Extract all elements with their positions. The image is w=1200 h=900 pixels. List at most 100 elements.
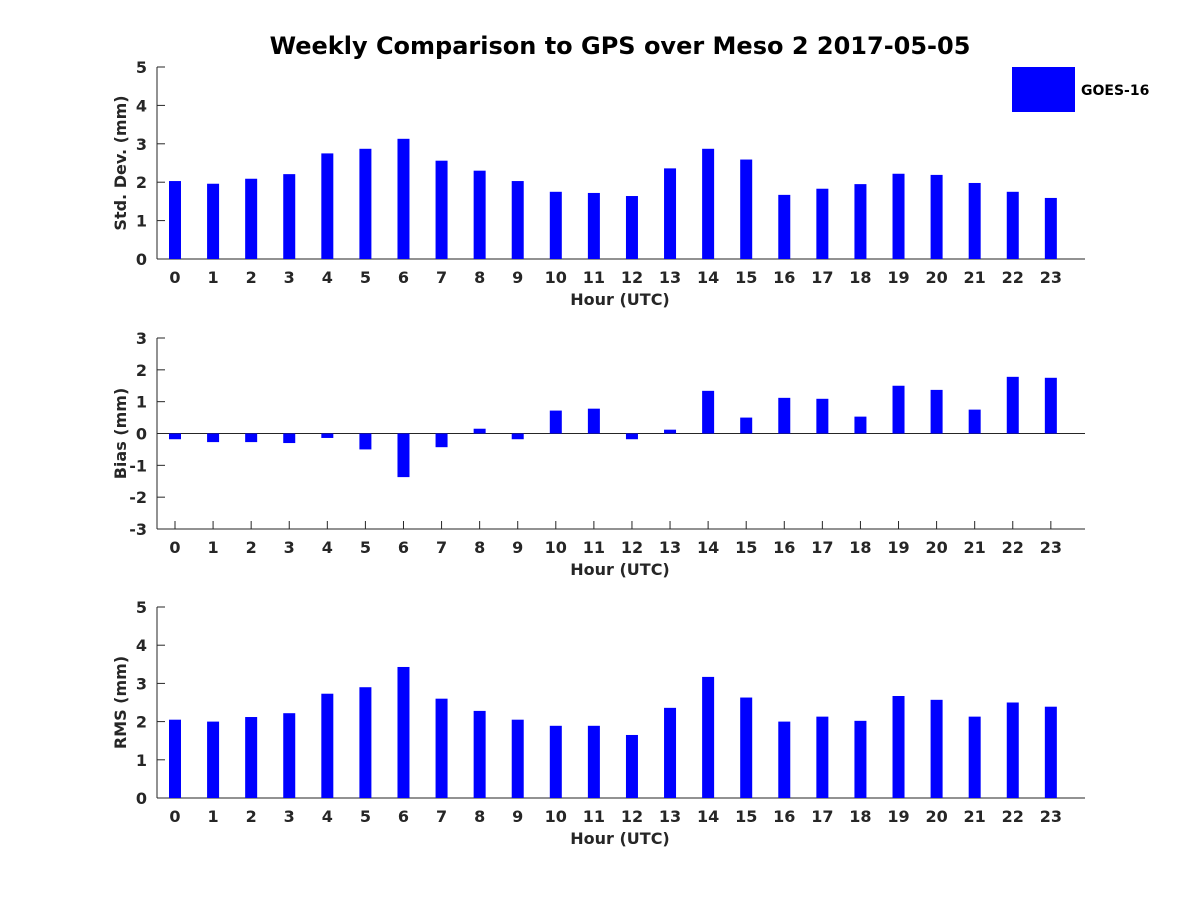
bar-std	[664, 168, 677, 259]
x-tick-label-bias: 6	[398, 538, 409, 557]
bar-rms	[473, 710, 486, 798]
x-tick-label-bias: 20	[925, 538, 947, 557]
x-tick-label-bias: 4	[322, 538, 333, 557]
x-tick-label-std: 9	[512, 268, 523, 287]
bar-bias	[245, 433, 258, 443]
bar-rms	[1044, 706, 1057, 798]
bar-std	[740, 159, 753, 259]
y-tick-label-rms: 5	[136, 598, 147, 617]
y-tick-label-rms: 0	[136, 789, 147, 808]
legend-swatch	[1012, 67, 1075, 112]
bar-std	[511, 181, 524, 259]
x-tick-label-std: 4	[322, 268, 333, 287]
bar-rms	[245, 717, 258, 798]
y-tick-label-bias: -3	[129, 520, 147, 539]
bar-bias	[968, 409, 981, 434]
x-tick-label-bias: 21	[964, 538, 986, 557]
bar-std	[283, 174, 296, 259]
bar-std	[207, 183, 220, 259]
x-tick-label-rms: 13	[659, 807, 681, 826]
x-tick-label-rms: 16	[773, 807, 795, 826]
bar-rms	[664, 707, 677, 798]
x-tick-label-std: 11	[583, 268, 605, 287]
x-tick-label-rms: 21	[964, 807, 986, 826]
x-tick-label-bias: 22	[1002, 538, 1024, 557]
bar-std	[1044, 197, 1057, 259]
y-tick-label-bias: 0	[136, 425, 147, 444]
x-tick-label-bias: 13	[659, 538, 681, 557]
bar-bias	[625, 433, 638, 440]
x-tick-label-bias: 16	[773, 538, 795, 557]
x-tick-label-std: 1	[208, 268, 219, 287]
bar-std	[359, 148, 372, 259]
legend: GOES-16	[1012, 67, 1149, 112]
x-tick-label-std: 0	[169, 268, 180, 287]
x-tick-label-std: 18	[849, 268, 871, 287]
x-tick-label-bias: 14	[697, 538, 719, 557]
y-tick-label-bias: 2	[136, 361, 147, 380]
x-tick-label-std: 20	[925, 268, 947, 287]
bar-rms	[625, 734, 638, 798]
y-axis-label-bias: Bias (mm)	[111, 388, 130, 480]
x-tick-label-std: 3	[284, 268, 295, 287]
x-tick-label-rms: 5	[360, 807, 371, 826]
x-tick-label-rms: 17	[811, 807, 833, 826]
bar-rms	[397, 666, 410, 798]
bar-bias	[892, 385, 905, 434]
x-tick-label-std: 5	[360, 268, 371, 287]
bar-std	[854, 184, 867, 259]
bar-rms	[892, 696, 905, 798]
y-tick-label-bias: -1	[129, 456, 147, 475]
bar-bias	[740, 417, 753, 434]
x-tick-label-bias: 0	[169, 538, 180, 557]
bar-rms	[283, 713, 296, 798]
bar-rms	[587, 725, 600, 798]
bar-rms	[359, 687, 372, 798]
x-tick-label-bias: 17	[811, 538, 833, 557]
bar-std	[435, 160, 448, 259]
bar-std	[625, 196, 638, 259]
x-tick-label-std: 17	[811, 268, 833, 287]
y-tick-label-rms: 3	[136, 674, 147, 693]
x-tick-label-std: 6	[398, 268, 409, 287]
x-tick-label-bias: 18	[849, 538, 871, 557]
bar-rms	[169, 719, 181, 798]
x-tick-label-rms: 23	[1040, 807, 1062, 826]
x-tick-label-rms: 11	[583, 807, 605, 826]
bar-rms	[207, 721, 220, 798]
y-tick-label-std: 5	[136, 58, 147, 77]
bar-std	[169, 181, 181, 259]
y-tick-label-rms: 2	[136, 713, 147, 732]
bar-bias	[435, 433, 448, 448]
bar-rms	[854, 720, 867, 798]
y-tick-label-std: 4	[136, 96, 147, 115]
y-tick-label-std: 2	[136, 173, 147, 192]
x-tick-label-bias: 3	[284, 538, 295, 557]
bar-bias	[854, 416, 867, 434]
bar-rms	[816, 716, 829, 798]
bar-rms	[435, 698, 448, 798]
x-tick-label-std: 14	[697, 268, 719, 287]
x-tick-label-std: 2	[246, 268, 257, 287]
bar-rms	[930, 699, 943, 798]
x-tick-label-rms: 18	[849, 807, 871, 826]
bar-std	[702, 148, 715, 259]
bar-std	[245, 178, 258, 259]
bar-rms	[549, 725, 562, 798]
x-tick-label-bias: 15	[735, 538, 757, 557]
y-tick-label-std: 1	[136, 212, 147, 231]
x-tick-label-std: 13	[659, 268, 681, 287]
x-tick-label-std: 15	[735, 268, 757, 287]
x-tick-label-rms: 7	[436, 807, 447, 826]
bar-rms	[321, 693, 334, 798]
x-axis-label-std: Hour (UTC)	[570, 290, 670, 309]
bar-bias	[1044, 377, 1057, 434]
x-tick-label-rms: 4	[322, 807, 333, 826]
x-tick-label-rms: 12	[621, 807, 643, 826]
x-tick-label-std: 22	[1002, 268, 1024, 287]
bar-bias	[207, 433, 220, 443]
bar-rms	[1006, 702, 1019, 798]
x-axis-label-bias: Hour (UTC)	[570, 560, 670, 579]
y-tick-label-bias: 1	[136, 393, 147, 412]
